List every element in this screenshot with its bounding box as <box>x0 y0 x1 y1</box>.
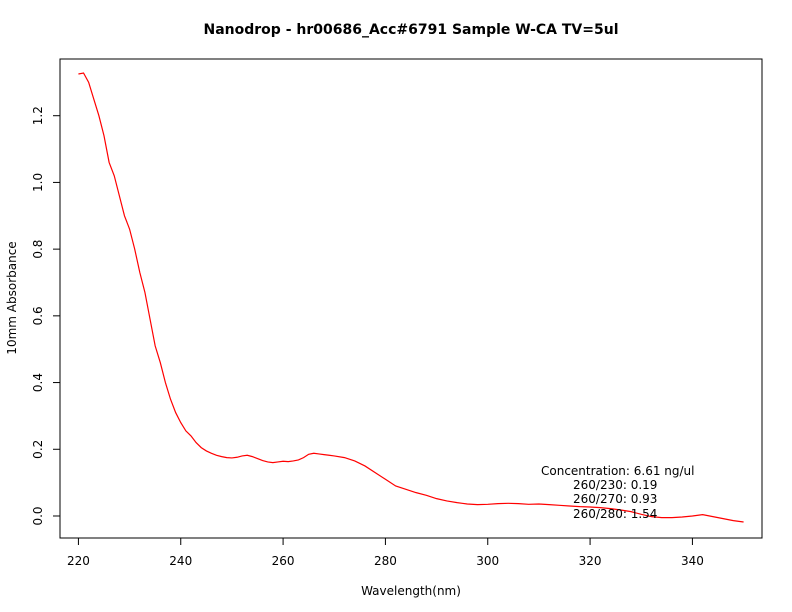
y-axis-label: 10mm Absorbance <box>5 241 19 354</box>
x-axis: 220 240 260 280 300 320 340 <box>67 537 704 568</box>
x-tick-label: 260 <box>272 554 295 568</box>
absorbance-curve <box>78 72 744 523</box>
y-tick-label: 0.6 <box>31 306 45 325</box>
y-tick-label: 0.8 <box>31 240 45 259</box>
y-tick-label: 0.4 <box>31 373 45 392</box>
x-tick-label: 240 <box>169 554 192 568</box>
ratio-260-230-text: 260/230: 0.19 <box>573 478 657 492</box>
x-tick-label: 280 <box>374 554 397 568</box>
annotation-block: Concentration: 6.61 ng/ul 260/230: 0.19 … <box>541 464 695 521</box>
ratio-260-270-text: 260/270: 0.93 <box>573 492 657 506</box>
x-axis-label: Wavelength(nm) <box>361 584 461 598</box>
chart-title: Nanodrop - hr00686_Acc#6791 Sample W-CA … <box>204 22 619 38</box>
x-tick-label: 320 <box>579 554 602 568</box>
x-tick-label: 300 <box>476 554 499 568</box>
y-tick-label: 1.2 <box>31 106 45 125</box>
series-group <box>78 72 744 523</box>
x-tick-label: 340 <box>681 554 704 568</box>
y-tick-label: 1.0 <box>31 173 45 192</box>
ratio-260-280-text: 260/280: 1.54 <box>573 507 657 521</box>
x-tick-label: 220 <box>67 554 90 568</box>
y-tick-label: 0.2 <box>31 440 45 459</box>
y-axis: 0.0 0.2 0.4 0.6 0.8 1.0 1.2 <box>31 106 61 526</box>
y-tick-label: 0.0 <box>31 506 45 525</box>
concentration-text: Concentration: 6.61 ng/ul <box>541 464 695 478</box>
